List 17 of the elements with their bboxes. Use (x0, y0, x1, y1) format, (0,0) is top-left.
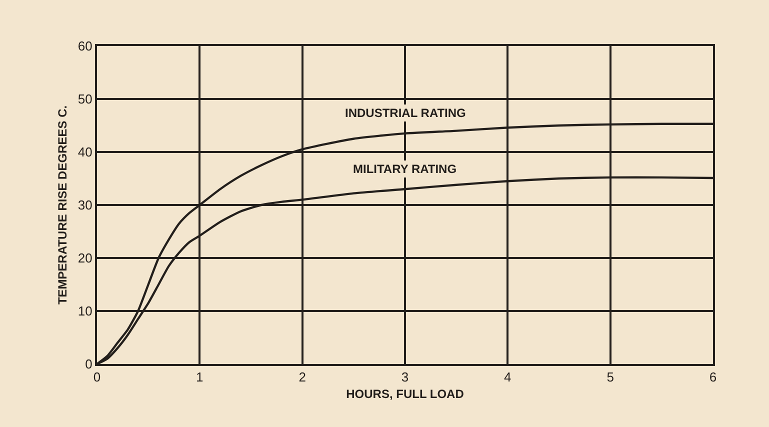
series-label: MILITARY RATING (353, 162, 457, 176)
x-tick-label: 3 (401, 370, 409, 385)
x-tick-label: 4 (504, 370, 512, 385)
y-tick-label: 10 (78, 304, 92, 319)
x-tick-label: 6 (709, 370, 717, 385)
series-label: INDUSTRIAL RATING (345, 106, 466, 120)
x-tick-label: 5 (606, 370, 614, 385)
y-tick-label: 40 (78, 144, 92, 160)
y-axis-title: TEMPERATURE RISE DEGREES C. (56, 105, 70, 305)
x-axis-title: HOURS, FULL LOAD (346, 387, 464, 401)
y-tick-label: 60 (78, 38, 92, 54)
y-tick-label: 20 (78, 250, 92, 266)
x-tick-label: 1 (196, 370, 204, 385)
x-tick-label: 2 (298, 370, 306, 385)
y-tick-label: 50 (78, 92, 92, 107)
y-tick-label: 30 (78, 198, 92, 213)
y-tick-label: 0 (85, 356, 92, 372)
